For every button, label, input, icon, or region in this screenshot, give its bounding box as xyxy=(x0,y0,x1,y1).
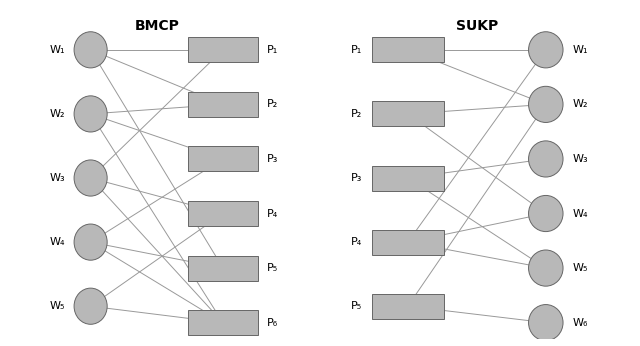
Bar xyxy=(188,201,257,226)
Bar xyxy=(372,230,444,255)
Text: W₆: W₆ xyxy=(572,318,588,328)
Bar xyxy=(188,37,257,62)
Text: W₃: W₃ xyxy=(572,154,588,164)
Text: P₃: P₃ xyxy=(267,154,278,164)
Text: W₁: W₁ xyxy=(572,45,588,55)
Text: P₅: P₅ xyxy=(267,263,278,273)
Bar xyxy=(372,37,444,62)
Circle shape xyxy=(74,96,107,132)
Text: W₃: W₃ xyxy=(49,173,65,183)
Circle shape xyxy=(74,160,107,196)
Text: W₂: W₂ xyxy=(49,109,65,119)
Text: W₅: W₅ xyxy=(50,301,65,311)
Circle shape xyxy=(74,288,107,324)
Text: W₂: W₂ xyxy=(572,99,588,109)
Circle shape xyxy=(74,32,107,68)
Text: SUKP: SUKP xyxy=(456,19,498,33)
Text: P₄: P₄ xyxy=(351,237,362,247)
Bar xyxy=(188,310,257,335)
Bar xyxy=(372,294,444,319)
Text: P₂: P₂ xyxy=(267,99,278,109)
Bar xyxy=(372,101,444,126)
Circle shape xyxy=(529,32,563,68)
Text: P₂: P₂ xyxy=(351,109,362,119)
Text: P₁: P₁ xyxy=(267,45,278,55)
Circle shape xyxy=(529,304,563,341)
Circle shape xyxy=(529,250,563,286)
Circle shape xyxy=(529,141,563,177)
Text: P₅: P₅ xyxy=(351,301,362,311)
Text: W₅: W₅ xyxy=(572,263,588,273)
Bar xyxy=(372,165,444,191)
Text: P₆: P₆ xyxy=(267,318,278,328)
Bar xyxy=(188,146,257,172)
Text: P₃: P₃ xyxy=(351,173,362,183)
Bar xyxy=(188,92,257,117)
Text: W₁: W₁ xyxy=(49,45,65,55)
Circle shape xyxy=(529,195,563,231)
Text: BMCP: BMCP xyxy=(134,19,179,33)
Text: P₄: P₄ xyxy=(267,209,278,219)
Circle shape xyxy=(74,224,107,260)
Text: P₁: P₁ xyxy=(351,45,362,55)
Circle shape xyxy=(529,86,563,122)
Bar xyxy=(188,256,257,281)
Text: W₄: W₄ xyxy=(49,237,65,247)
Text: W₄: W₄ xyxy=(572,209,588,219)
